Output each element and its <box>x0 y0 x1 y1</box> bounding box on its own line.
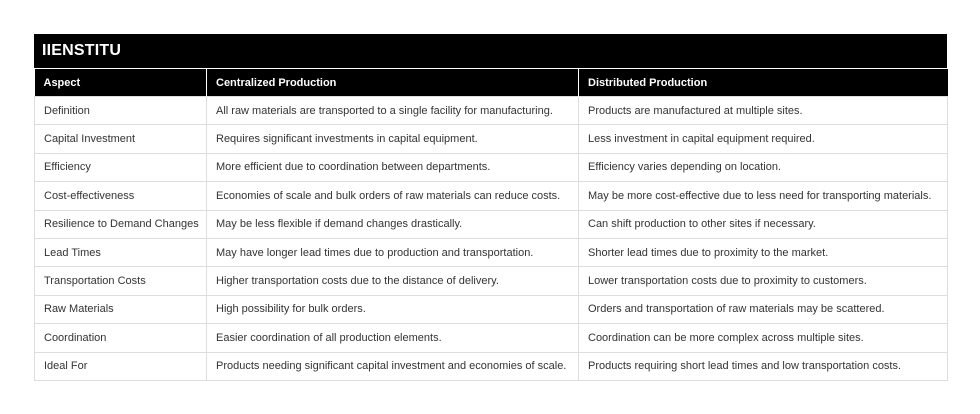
table-row: Lead Times May have longer lead times du… <box>34 237 948 268</box>
cell-aspect: Efficiency <box>34 152 207 183</box>
cell-distributed: Coordination can be more complex across … <box>578 323 948 353</box>
table-row: Resilience to Demand Changes May be less… <box>34 209 948 239</box>
cell-distributed: Less investment in capital equipment req… <box>578 124 948 154</box>
cell-distributed: Shorter lead times due to proximity to t… <box>578 237 948 268</box>
cell-centralized: More efficient due to coordination betwe… <box>206 152 579 183</box>
cell-aspect: Raw Materials <box>34 294 207 325</box>
cell-aspect: Transportation Costs <box>34 266 207 296</box>
cell-aspect: Ideal For <box>34 351 207 381</box>
cell-distributed: Efficiency varies depending on location. <box>578 152 948 183</box>
cell-centralized: High possibility for bulk orders. <box>206 294 579 325</box>
table-row: Raw Materials High possibility for bulk … <box>34 294 948 325</box>
cell-aspect: Definition <box>34 95 207 126</box>
header-aspect: Aspect <box>34 68 207 97</box>
cell-distributed: Products requiring short lead times and … <box>578 351 948 381</box>
cell-aspect: Coordination <box>34 323 207 353</box>
cell-centralized: Higher transportation costs due to the d… <box>206 266 579 296</box>
cell-centralized: All raw materials are transported to a s… <box>206 95 579 126</box>
cell-distributed: May be more cost-effective due to less n… <box>578 181 948 211</box>
header-distributed-production: Distributed Production <box>578 68 948 97</box>
cell-aspect: Lead Times <box>34 237 207 268</box>
cell-centralized: Requires significant investments in capi… <box>206 124 579 154</box>
table-row: Efficiency More efficient due to coordin… <box>34 152 948 183</box>
cell-distributed: Lower transportation costs due to proxim… <box>578 266 948 296</box>
cell-centralized: Easier coordination of all production el… <box>206 323 579 353</box>
table-row: Capital Investment Requires significant … <box>34 124 948 154</box>
table-row: Cost-effectiveness Economies of scale an… <box>34 181 948 211</box>
table-row: Ideal For Products needing significant c… <box>34 351 948 381</box>
table-header-row: Aspect Centralized Production Distribute… <box>34 68 948 97</box>
cell-distributed: Orders and transportation of raw materia… <box>578 294 948 325</box>
comparison-table-container: IIENSTITU Aspect Centralized Production … <box>34 34 948 381</box>
brand-title: IIENSTITU <box>34 34 947 68</box>
cell-distributed: Products are manufactured at multiple si… <box>578 95 948 126</box>
table-row: Coordination Easier coordination of all … <box>34 323 948 353</box>
cell-centralized: Products needing significant capital inv… <box>206 351 579 381</box>
cell-centralized: Economies of scale and bulk orders of ra… <box>206 181 579 211</box>
table-row: Transportation Costs Higher transportati… <box>34 266 948 296</box>
cell-aspect: Resilience to Demand Changes <box>34 209 207 239</box>
cell-aspect: Cost-effectiveness <box>34 181 207 211</box>
cell-aspect: Capital Investment <box>34 124 207 154</box>
cell-centralized: May be less flexible if demand changes d… <box>206 209 579 239</box>
table-row: Definition All raw materials are transpo… <box>34 95 948 126</box>
cell-distributed: Can shift production to other sites if n… <box>578 209 948 239</box>
cell-centralized: May have longer lead times due to produc… <box>206 237 579 268</box>
header-centralized-production: Centralized Production <box>206 68 579 97</box>
comparison-table: Aspect Centralized Production Distribute… <box>34 68 948 381</box>
